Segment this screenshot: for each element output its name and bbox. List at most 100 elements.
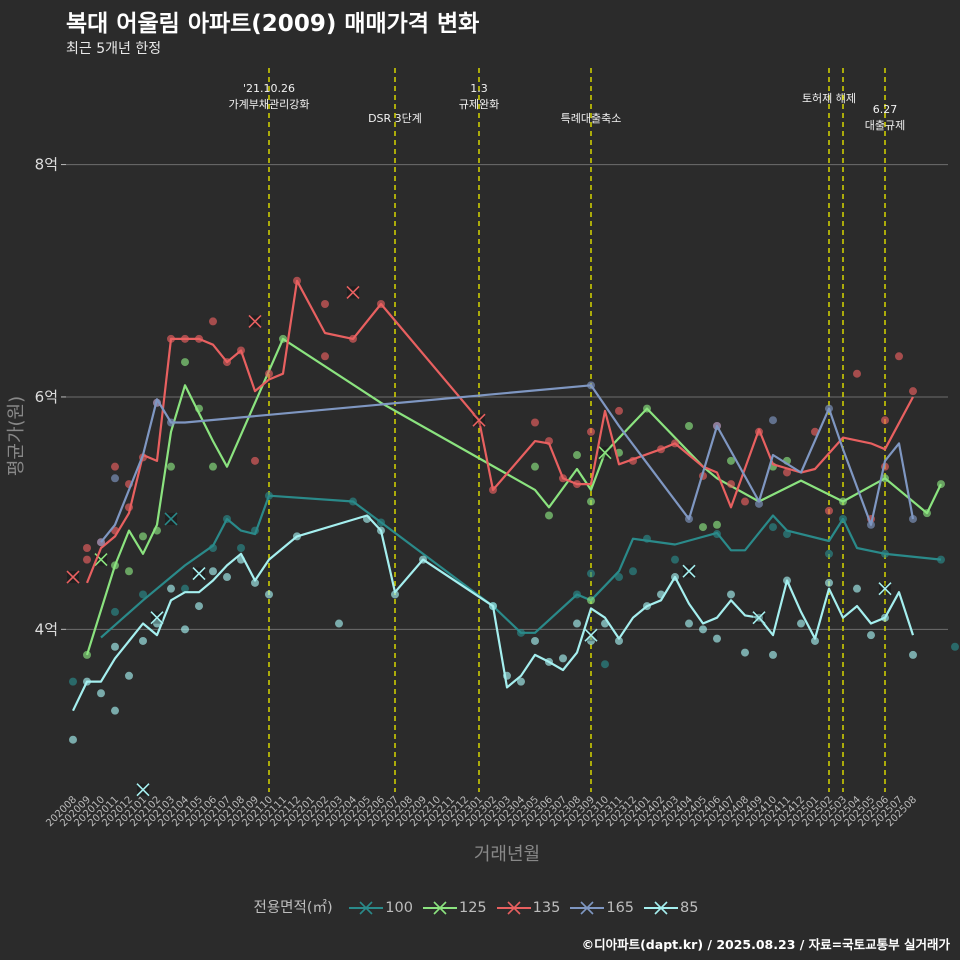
data-point (391, 590, 399, 599)
series-165 (97, 381, 917, 547)
cancelled-marker (346, 285, 360, 299)
cancelled-marker (598, 446, 612, 460)
legend-item-100: 100 (347, 898, 413, 918)
policy-label: DSR 3단계 (368, 112, 422, 125)
legend-key (422, 901, 457, 915)
data-point (853, 584, 861, 593)
grid-lines (66, 164, 948, 630)
data-point (167, 584, 175, 593)
data-point (937, 480, 945, 489)
data-point (937, 555, 945, 564)
data-point (573, 451, 581, 460)
data-point (237, 544, 245, 552)
cancelled-marker (136, 783, 150, 797)
axes: 4억6억8억평균가(원)2020082020092020102020112020… (6, 156, 919, 865)
policy-label: 1.3 (470, 82, 488, 95)
data-point (125, 671, 133, 680)
data-point (727, 456, 735, 465)
data-point (209, 462, 217, 471)
data-point (769, 416, 777, 425)
data-point (587, 497, 595, 506)
data-point (601, 660, 609, 669)
data-point (321, 300, 329, 308)
data-point (83, 544, 91, 552)
data-point (909, 387, 917, 396)
data-point (111, 706, 119, 715)
data-point (797, 619, 805, 628)
data-point (139, 636, 147, 645)
data-point (265, 590, 273, 599)
series-line (100, 494, 942, 639)
policy-label: 대출규제 (865, 119, 905, 132)
data-point (83, 555, 91, 564)
data-point (139, 590, 147, 599)
data-point (111, 607, 119, 616)
data-point (573, 619, 581, 628)
cancelled-marker (150, 611, 164, 625)
data-point (671, 555, 679, 564)
data-point (825, 506, 833, 515)
cancelled-marker (66, 570, 80, 584)
data-point (615, 573, 623, 582)
data-point (895, 352, 903, 361)
data-point (559, 654, 567, 663)
data-point (335, 619, 343, 628)
data-point (825, 578, 833, 587)
series-line (85, 337, 942, 656)
data-point (853, 369, 861, 378)
data-point (531, 418, 539, 427)
data-point (587, 569, 595, 578)
data-point (727, 480, 735, 489)
data-point (685, 422, 693, 430)
data-point (587, 427, 595, 436)
legend-label: 125 (458, 900, 487, 916)
data-point (153, 619, 161, 628)
data-point (265, 369, 273, 378)
series-layer (66, 276, 959, 797)
data-point (783, 468, 791, 477)
data-point (125, 567, 133, 576)
legend-title: 전용면적(㎡) (253, 900, 333, 916)
y-tick-label: 6억 (35, 388, 58, 406)
data-point (727, 590, 735, 599)
cancelled-marker (248, 314, 262, 328)
data-point (629, 567, 637, 576)
data-point (97, 689, 105, 698)
cancelled-marker (878, 582, 892, 596)
data-point (251, 456, 259, 465)
policy-label: 토허제 해제 (802, 91, 856, 105)
data-point (251, 578, 259, 587)
policy-label: '21.10.26 (243, 82, 295, 95)
data-point (741, 497, 749, 506)
legend-key (349, 901, 384, 915)
data-point (867, 631, 875, 640)
data-point (951, 642, 959, 651)
policy-label: 가계부채관리강화 (229, 98, 310, 111)
legend-label: 135 (532, 900, 561, 916)
cancelled-marker (192, 566, 206, 581)
data-point (111, 474, 119, 483)
cancelled-marker (584, 628, 598, 642)
y-tick-label: 8억 (35, 156, 58, 174)
legend-item-165: 165 (568, 898, 634, 918)
data-point (713, 520, 721, 529)
data-point (139, 532, 147, 541)
policy-label: 규제완화 (459, 98, 499, 111)
data-point (517, 677, 525, 686)
legend-key (496, 901, 531, 915)
cancelled-marker (164, 512, 178, 526)
legend-key (570, 901, 605, 915)
legend-label: 165 (606, 900, 635, 916)
data-point (545, 511, 553, 520)
legend-item-85: 85 (642, 898, 699, 918)
data-point (587, 596, 595, 605)
data-point (195, 602, 203, 611)
series-line (100, 384, 915, 543)
legend: 전용면적(㎡) 100 125 135 165 85 (0, 896, 960, 918)
data-point (755, 499, 763, 508)
data-point (587, 636, 595, 645)
data-point (531, 462, 539, 471)
data-point (741, 648, 749, 657)
